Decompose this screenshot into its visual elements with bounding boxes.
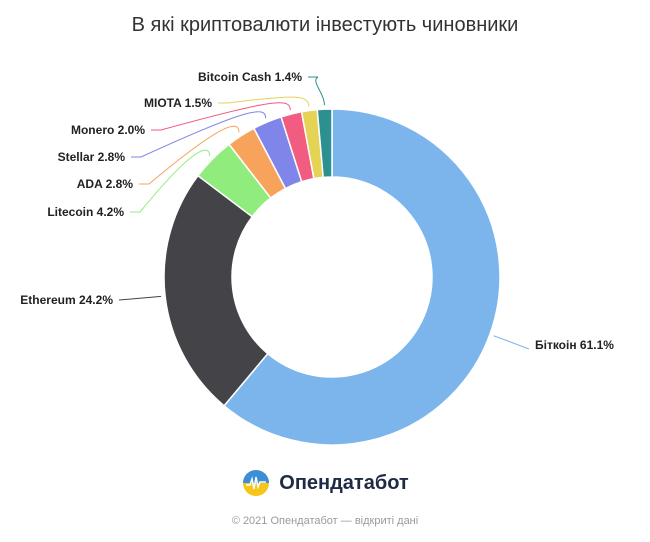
- data-label-miota: MIOTA 1.5%: [144, 96, 212, 110]
- opendatabot-logo-icon: [243, 470, 270, 496]
- data-label-stellar: Stellar 2.8%: [58, 150, 126, 164]
- connector-litecoin: [130, 149, 211, 213]
- connector-stellar: [131, 111, 267, 158]
- connector-ada: [139, 125, 240, 185]
- connector-ethereum: [118, 295, 162, 301]
- data-label-біткоін: Біткоін 61.1%: [535, 338, 614, 352]
- connector-monero: [151, 102, 291, 131]
- slice-ethereum[interactable]: [163, 174, 269, 407]
- slice-біткоін[interactable]: [223, 108, 501, 446]
- brand-name: Опендатабот: [279, 471, 409, 494]
- connector-біткоін: [493, 335, 530, 350]
- data-label-ethereum: Ethereum 24.2%: [20, 293, 113, 307]
- footer-credit: © 2021 Опендатабот — відкриті дані: [231, 515, 419, 527]
- data-label-litecoin: Litecoin 4.2%: [47, 205, 124, 219]
- data-label-ada: ADA 2.8%: [77, 177, 134, 191]
- chart-title: В які криптовалюти інвестують чиновники: [131, 14, 519, 36]
- brand-logo: Опендатабот: [0, 468, 650, 498]
- connector-bitcoin-cash: [308, 76, 325, 106]
- donut-chart: Біткоін 61.1% Ethereum 24.2% Litecoin 4.2%…: [20, 70, 614, 446]
- data-label-bitcoin-cash: Bitcoin Cash 1.4%: [198, 70, 302, 84]
- slice-bitcoin-cash[interactable]: [316, 108, 333, 179]
- data-label-monero: Monero 2.0%: [71, 123, 145, 137]
- connector-miota: [218, 96, 310, 107]
